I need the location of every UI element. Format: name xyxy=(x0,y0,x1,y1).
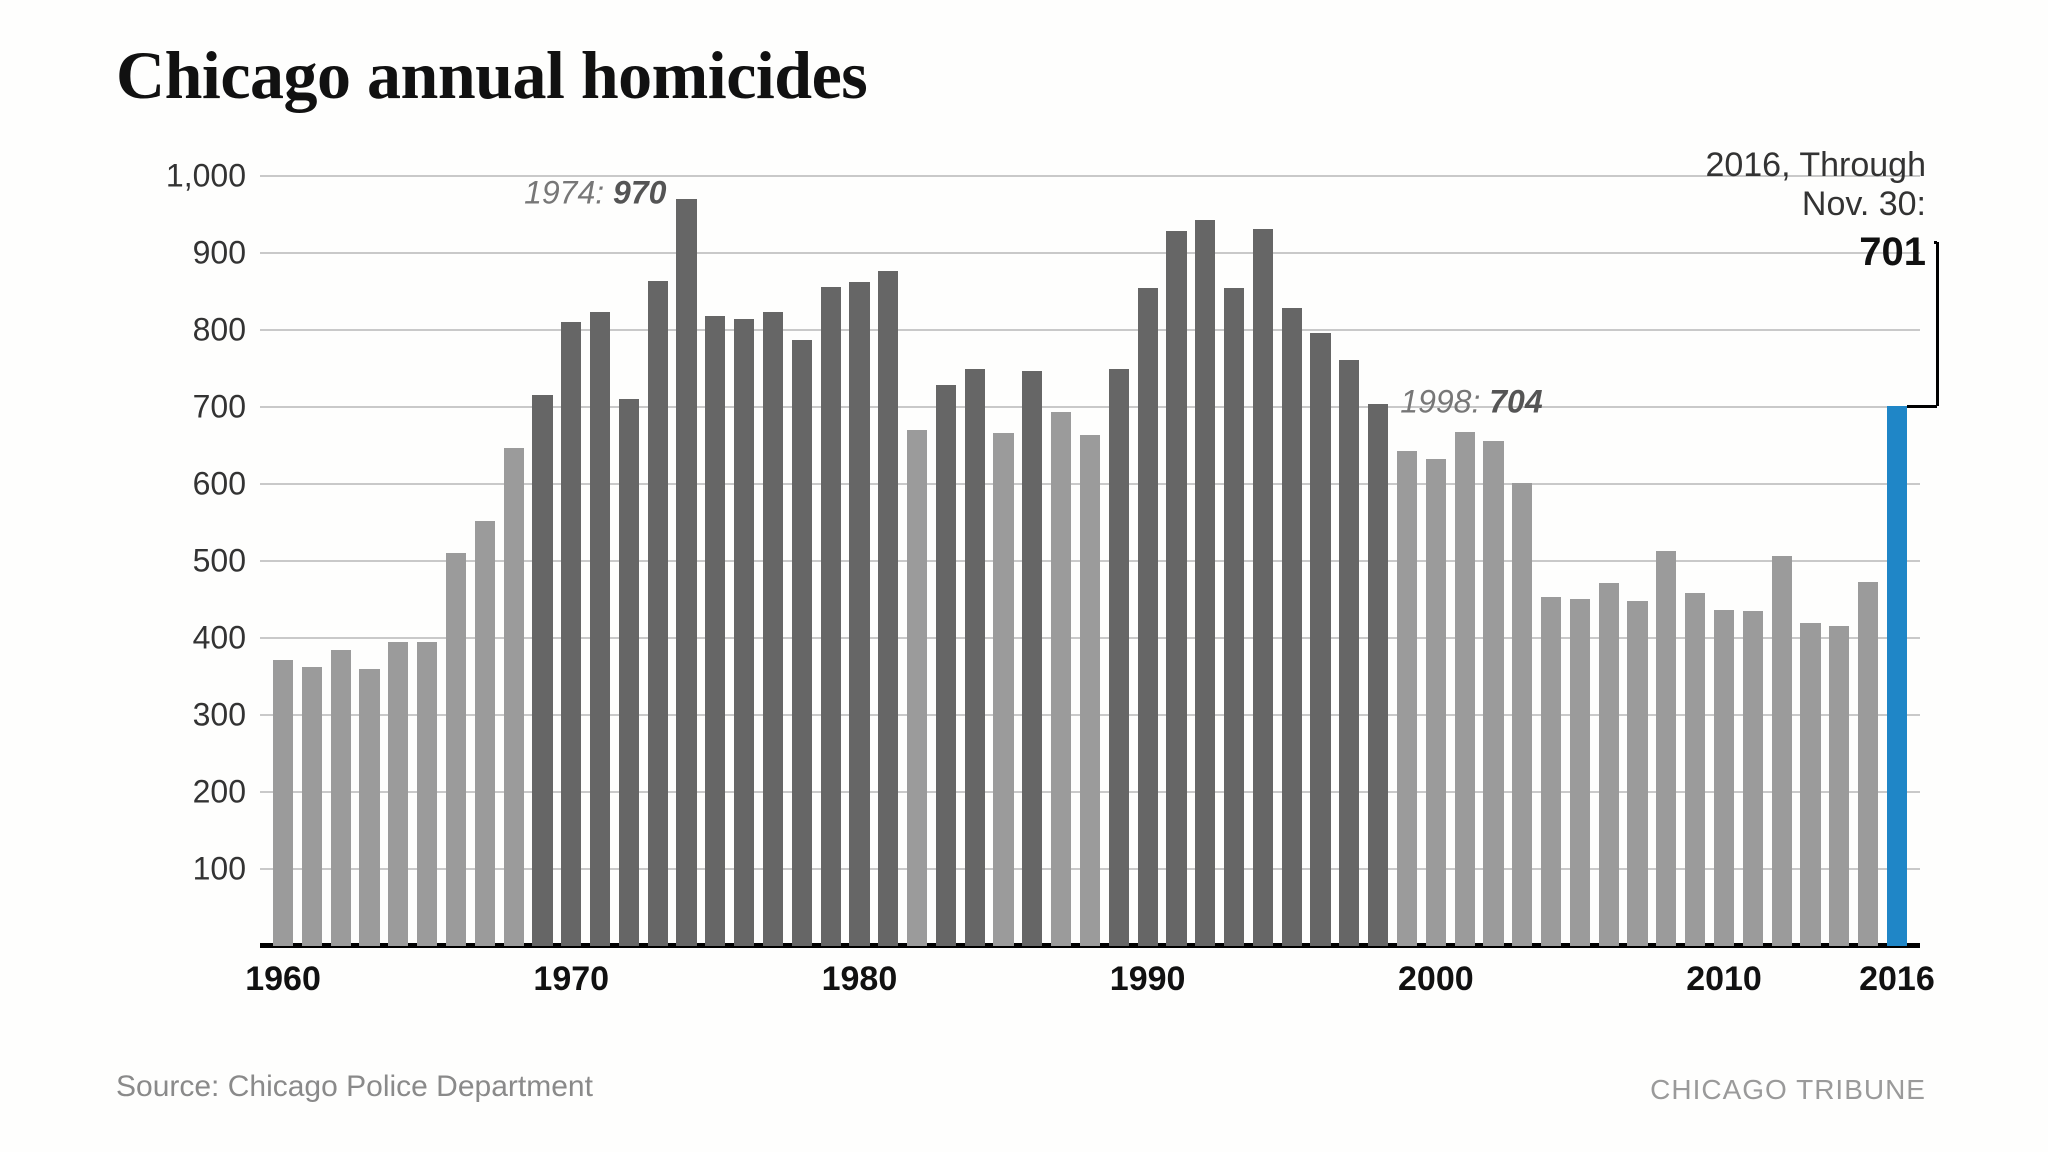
x-tick-label: 1990 xyxy=(1110,960,1186,999)
y-tick-label: 1,000 xyxy=(166,158,246,195)
bar xyxy=(1195,220,1215,946)
bar xyxy=(1253,229,1273,946)
annotation-year: 1998: xyxy=(1400,383,1489,419)
gridline xyxy=(260,329,1920,331)
gridline xyxy=(260,252,1920,254)
bar xyxy=(965,369,985,946)
bar xyxy=(993,433,1013,946)
annotation-1998: 1998: 704 xyxy=(1400,383,1542,420)
bar xyxy=(446,553,466,946)
bar xyxy=(1483,441,1503,946)
y-tick-label: 600 xyxy=(193,466,246,503)
bar xyxy=(821,287,841,946)
bar xyxy=(1455,432,1475,946)
bar xyxy=(936,385,956,946)
callout-leader xyxy=(1907,405,1937,408)
y-tick-label: 700 xyxy=(193,389,246,426)
bar xyxy=(1685,593,1705,946)
chart-title: Chicago annual homicides xyxy=(116,36,867,115)
plot-area: 1002003004005006007008009001,00019601970… xyxy=(260,176,1920,946)
x-tick-label: 1970 xyxy=(533,960,609,999)
bar xyxy=(1570,599,1590,946)
bar xyxy=(1080,435,1100,946)
y-tick-label: 400 xyxy=(193,620,246,657)
bar xyxy=(1051,412,1071,946)
bar xyxy=(1772,556,1792,946)
bar xyxy=(1714,610,1734,946)
bar xyxy=(705,316,725,946)
callout-value: 701 xyxy=(1705,230,1926,275)
bar xyxy=(763,312,783,946)
bar xyxy=(648,281,668,946)
callout-line: Nov. 30: xyxy=(1705,185,1926,224)
bar xyxy=(1599,583,1619,946)
bar xyxy=(734,319,754,946)
y-tick-label: 800 xyxy=(193,312,246,349)
y-tick-label: 200 xyxy=(193,774,246,811)
bar xyxy=(388,642,408,946)
bar xyxy=(273,660,293,946)
bar xyxy=(1022,371,1042,946)
bar xyxy=(849,282,869,947)
x-tick-label: 2000 xyxy=(1398,960,1474,999)
bar xyxy=(1426,459,1446,946)
callout-line: 2016, Through xyxy=(1705,146,1926,185)
bar xyxy=(1109,369,1129,947)
annotation-value: 970 xyxy=(613,175,666,211)
bar xyxy=(1310,333,1330,946)
bar xyxy=(907,430,927,946)
bar xyxy=(619,399,639,946)
bar xyxy=(1339,360,1359,946)
bar xyxy=(504,448,524,946)
bar xyxy=(1282,308,1302,946)
annotation-1974: 1974: 970 xyxy=(524,175,666,212)
y-tick-label: 100 xyxy=(193,851,246,888)
bar xyxy=(1541,597,1561,946)
bar xyxy=(1627,601,1647,946)
bar xyxy=(1166,231,1186,946)
bar xyxy=(792,340,812,946)
bar xyxy=(676,199,696,946)
bar xyxy=(532,395,552,946)
x-tick-label: 2010 xyxy=(1686,960,1762,999)
bar xyxy=(1858,582,1878,946)
y-tick-label: 500 xyxy=(193,543,246,580)
bar xyxy=(590,312,610,946)
bar xyxy=(1743,611,1763,946)
annotation-value: 704 xyxy=(1489,383,1542,419)
bar xyxy=(561,322,581,946)
gridline xyxy=(260,406,1920,408)
bar xyxy=(1368,404,1388,946)
bar xyxy=(331,650,351,946)
bar xyxy=(878,271,898,946)
y-tick-label: 300 xyxy=(193,697,246,734)
x-tick-label: 1960 xyxy=(245,960,321,999)
source-text: Source: Chicago Police Department xyxy=(116,1070,593,1104)
bar xyxy=(1829,626,1849,946)
annotation-year: 1974: xyxy=(524,175,613,211)
y-tick-label: 900 xyxy=(193,235,246,272)
bar xyxy=(302,667,322,946)
callout-leader xyxy=(1936,242,1939,406)
bar xyxy=(1800,623,1820,946)
bar xyxy=(417,642,437,946)
credit-text: CHICAGO TRIBUNE xyxy=(1650,1074,1926,1106)
gridline xyxy=(260,175,1920,177)
bar xyxy=(1224,288,1244,946)
bar xyxy=(1512,483,1532,946)
x-tick-label: 2016 xyxy=(1859,960,1935,999)
x-tick-label: 1980 xyxy=(822,960,898,999)
bar xyxy=(1397,451,1417,946)
callout-2016: 2016, ThroughNov. 30: 701 xyxy=(1705,146,1926,275)
bar xyxy=(475,521,495,946)
bar xyxy=(1138,288,1158,946)
bar xyxy=(1887,406,1907,946)
bar xyxy=(1656,551,1676,946)
bar xyxy=(359,669,379,946)
